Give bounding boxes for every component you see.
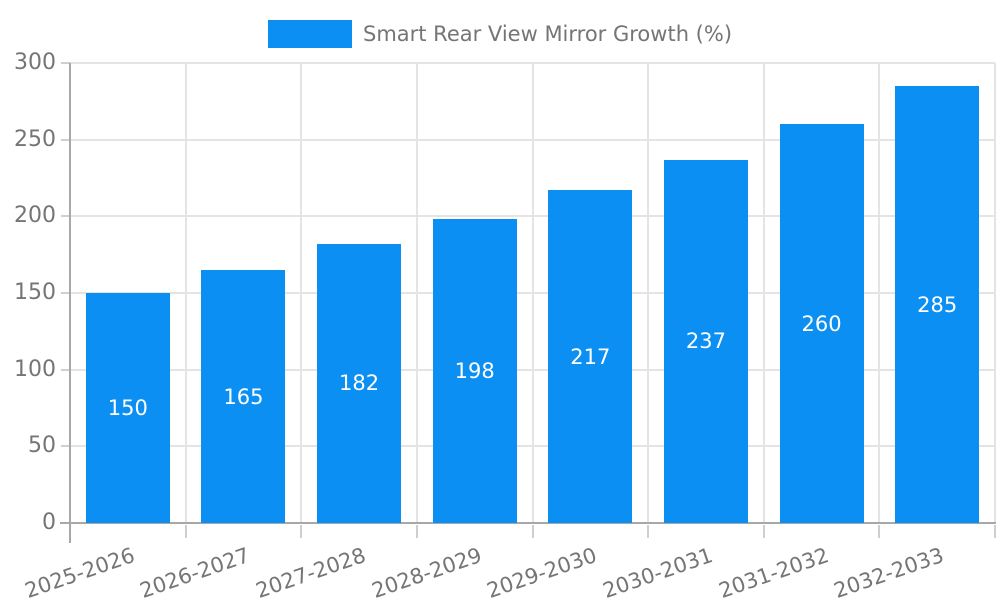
- y-tick-mark: [61, 445, 70, 448]
- bar-value-label: 182: [339, 371, 380, 396]
- legend: Smart Rear View Mirror Growth (%): [0, 20, 1000, 48]
- y-tick-mark: [61, 62, 70, 64]
- x-gridline: [531, 63, 534, 523]
- y-tick-label: 200: [14, 203, 56, 229]
- y-tick-label: 150: [14, 280, 56, 305]
- bar: [201, 270, 286, 523]
- legend-swatch: [267, 20, 352, 48]
- y-tick-label: 0: [42, 510, 56, 535]
- x-tick-mark: [531, 525, 534, 538]
- y-tick-label: 100: [14, 356, 56, 382]
- bar-value-label: 150: [107, 396, 148, 420]
- x-gridline: [300, 63, 303, 523]
- x-gridline: [647, 63, 650, 523]
- bar: [663, 159, 748, 523]
- bar: [317, 243, 402, 523]
- y-tick-label: 250: [14, 126, 56, 152]
- x-gridline: [762, 63, 765, 523]
- y-axis-line: [69, 63, 71, 543]
- bar-value-label: 237: [685, 329, 726, 354]
- bar-value-label: 260: [801, 311, 842, 336]
- bar: [895, 86, 980, 523]
- x-gridline: [878, 63, 881, 523]
- bar: [85, 293, 170, 523]
- bar: [432, 219, 517, 523]
- y-tick-mark: [61, 138, 70, 141]
- legend-label: Smart Rear View Mirror Growth (%): [362, 22, 733, 46]
- bar: [548, 190, 633, 523]
- x-tick-mark: [647, 525, 650, 538]
- bar-value-label: 198: [454, 359, 495, 384]
- x-gridline: [184, 63, 187, 523]
- bar-value-label: 165: [223, 384, 264, 409]
- bar: [779, 124, 864, 523]
- x-tick-mark: [300, 525, 303, 538]
- x-tick-mark: [415, 525, 418, 538]
- y-tick-mark: [61, 292, 70, 294]
- y-tick-label: 50: [28, 433, 56, 459]
- x-tick-mark: [994, 525, 996, 538]
- x-gridline: [994, 63, 996, 523]
- y-tick-mark: [61, 215, 70, 218]
- bar-value-label: 285: [917, 292, 958, 317]
- x-tick-mark: [184, 525, 187, 538]
- x-gridline: [415, 63, 418, 523]
- x-axis-line: [60, 522, 996, 524]
- y-tick-label: 300: [14, 50, 56, 75]
- y-tick-mark: [61, 368, 70, 371]
- bar-value-label: 217: [570, 344, 611, 369]
- x-tick-mark: [878, 525, 881, 538]
- x-tick-mark: [762, 525, 765, 538]
